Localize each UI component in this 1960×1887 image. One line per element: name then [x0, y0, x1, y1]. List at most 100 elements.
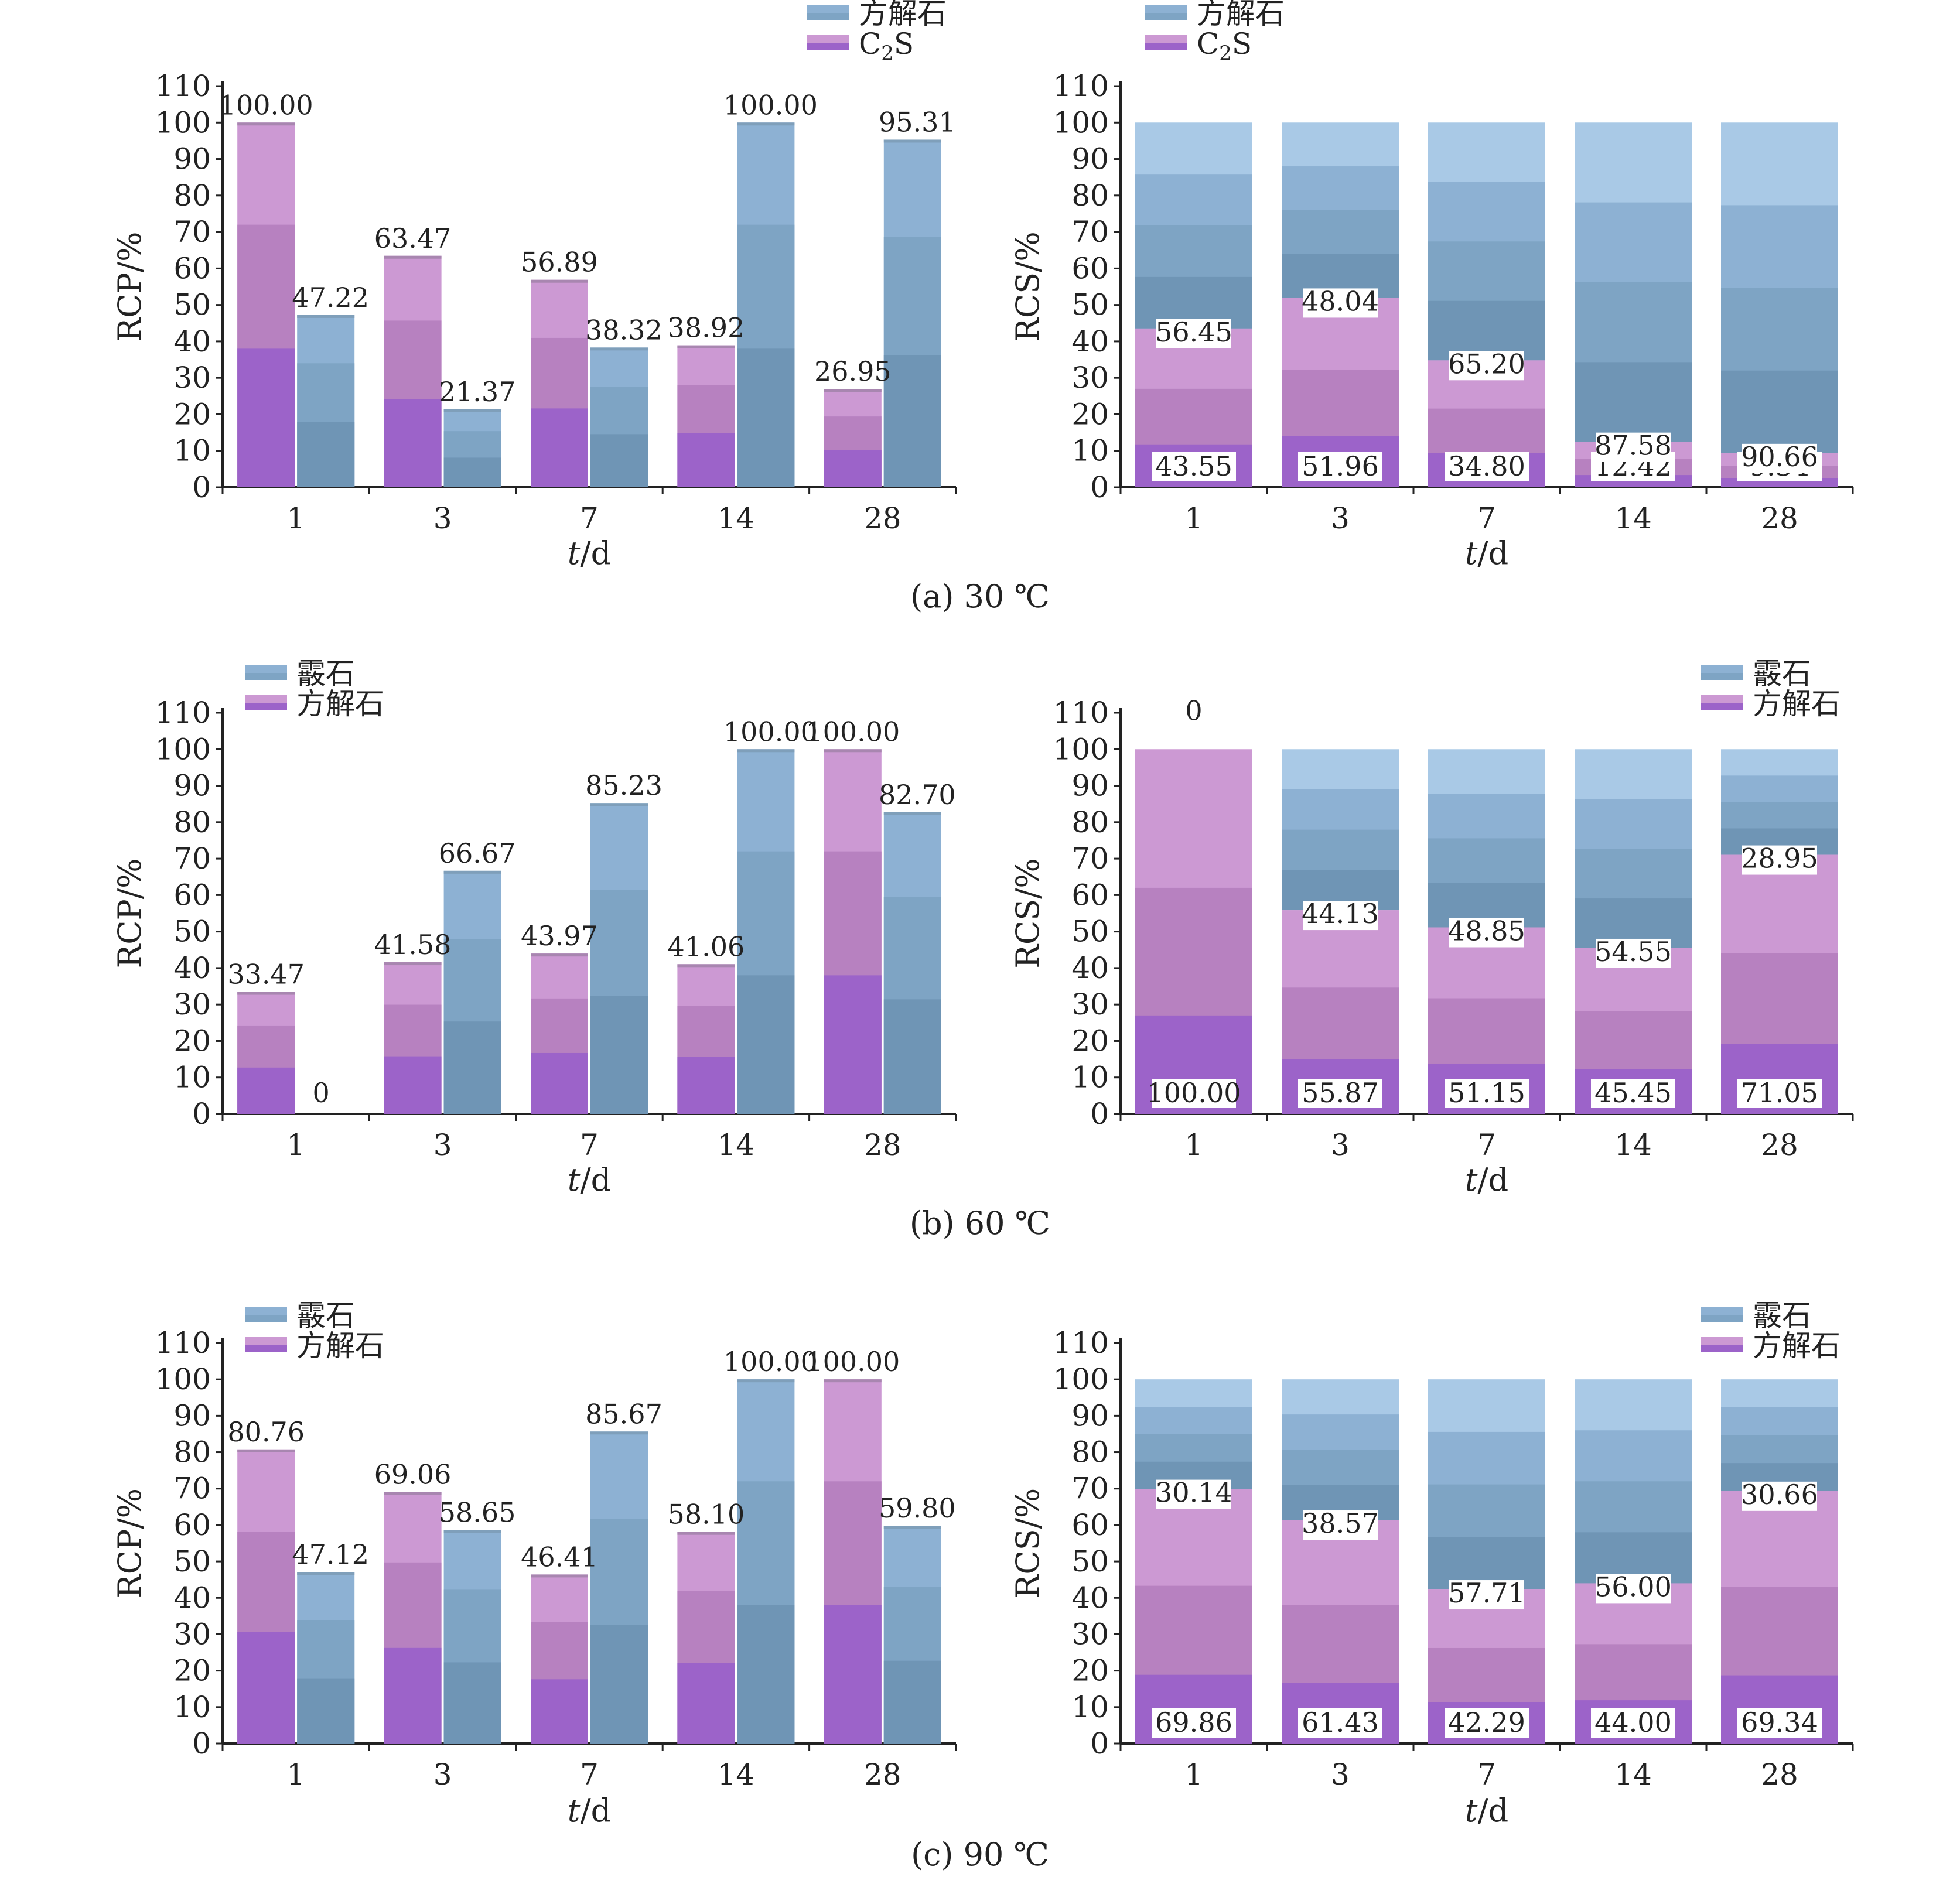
x-tick-label: 7	[580, 1128, 599, 1162]
data-label: 33.47	[227, 959, 305, 990]
y-tick-label: 40	[173, 324, 211, 358]
data-label-box	[1298, 1708, 1382, 1738]
x-tick-label: 3	[433, 1758, 452, 1792]
bar-方解石-cap	[737, 122, 795, 126]
data-label-box	[1596, 938, 1671, 968]
y-tick-label: 0	[192, 1727, 211, 1760]
x-tick-label: 3	[1331, 1128, 1350, 1162]
y-tick-label: 30	[1071, 987, 1109, 1021]
bar-方解石	[297, 314, 355, 487]
y-tick-label: 60	[1071, 1508, 1109, 1542]
y-tick-label: 10	[1071, 1061, 1109, 1095]
y-tick-label: 80	[173, 805, 211, 839]
bar-方解石	[237, 1449, 295, 1744]
data-label-box	[1737, 1708, 1822, 1738]
legend-swatch-shade	[1145, 13, 1187, 20]
bar-霰石	[590, 803, 648, 1114]
data-label: 100.00	[805, 716, 900, 747]
bar-方解石	[1135, 1489, 1252, 1744]
legend-swatch-shade	[245, 1345, 287, 1352]
y-axis-label: RCP/%	[111, 859, 148, 969]
data-label-box	[1303, 901, 1378, 931]
bar-霰石	[1282, 1379, 1399, 1520]
data-label: 48.04	[1302, 285, 1379, 317]
bar-方解石	[1428, 122, 1545, 361]
data-label-box	[1737, 1079, 1822, 1108]
bar-霰石-layer	[443, 1662, 501, 1744]
bar-C₂S-layer	[531, 408, 588, 487]
legend-swatch-shade	[807, 13, 849, 20]
y-tick-label: 30	[173, 361, 211, 395]
bar-C₂S-cap	[237, 122, 295, 126]
y-axis-label: RCS/%	[1009, 231, 1046, 341]
bar-霰石	[1721, 1379, 1838, 1491]
y-tick-label: 110	[155, 69, 211, 103]
data-label: 41.58	[374, 929, 452, 960]
bar-方解石	[237, 992, 295, 1114]
bar-霰石-cap	[590, 803, 648, 806]
data-label: 58.10	[668, 1499, 745, 1530]
y-tick-label: 0	[1090, 1727, 1109, 1760]
bar-方解石-cap	[531, 953, 588, 957]
bar-方解石	[677, 1532, 735, 1744]
data-label: 65.20	[1448, 348, 1525, 380]
data-label-box	[1449, 351, 1524, 381]
data-label: 85.67	[585, 1398, 663, 1430]
bar-霰石	[443, 1530, 501, 1744]
bar-C₂S	[677, 345, 735, 487]
data-label: 100.00	[219, 89, 313, 121]
bar-霰石	[1575, 749, 1692, 948]
bar-方解石-layer	[737, 348, 795, 487]
x-tick-label: 3	[1331, 501, 1350, 535]
y-tick-label: 90	[1071, 1399, 1109, 1433]
y-tick-label: 80	[1071, 805, 1109, 839]
bar-霰石	[883, 812, 941, 1114]
y-tick-label: 100	[155, 1362, 211, 1396]
data-label: 43.55	[1155, 450, 1232, 482]
y-tick-label: 20	[1071, 1654, 1109, 1688]
x-tick-label: 28	[1761, 1128, 1798, 1162]
data-label-box	[1303, 1510, 1378, 1540]
x-axis-label: t/d	[1465, 535, 1508, 572]
legend-swatch	[1701, 1337, 1743, 1345]
y-tick-label: 70	[173, 215, 211, 249]
data-label: 0	[313, 1077, 330, 1109]
bar-方解石-cap	[883, 139, 941, 143]
y-axis-label: RCP/%	[111, 1488, 148, 1598]
bar-霰石	[1721, 749, 1838, 855]
y-tick-label: 60	[173, 878, 211, 912]
y-tick-label: 100	[155, 732, 211, 766]
data-label: 87.58	[1594, 430, 1672, 462]
legend-label: 方解石	[296, 1329, 384, 1363]
legend-swatch-shade	[1701, 1315, 1743, 1322]
x-tick-label: 14	[718, 1758, 755, 1792]
x-tick-label: 14	[1614, 1128, 1652, 1162]
data-label: 82.70	[879, 779, 956, 811]
y-tick-label: 50	[173, 1544, 211, 1578]
legend-label: 霰石	[296, 657, 355, 690]
y-tick-label: 30	[173, 987, 211, 1021]
x-axis-label: t/d	[1465, 1161, 1508, 1198]
x-tick-label: 28	[1761, 1758, 1798, 1792]
bar-霰石	[737, 749, 795, 1114]
data-label: 69.34	[1741, 1707, 1818, 1738]
data-label-box	[1742, 1481, 1817, 1511]
bar-霰石-cap	[590, 1431, 648, 1435]
y-tick-label: 100	[1053, 732, 1109, 766]
data-label-box	[1303, 288, 1378, 318]
data-label-box	[1742, 443, 1817, 473]
bar-方解石-cap	[531, 1574, 588, 1578]
data-label: 69.06	[374, 1459, 452, 1491]
bar-霰石	[883, 1526, 941, 1744]
bar-方解石-layer	[677, 1663, 735, 1744]
bar-方解石	[824, 749, 882, 1114]
y-tick-label: 40	[1071, 951, 1109, 985]
legend-label: 方解石	[1753, 1329, 1841, 1363]
y-tick-label: 20	[173, 1654, 211, 1688]
legend-swatch	[245, 1337, 287, 1345]
bar-方解石-layer	[384, 1647, 442, 1744]
bar-方解石	[1721, 854, 1838, 1114]
bar-霰石-cap	[737, 1379, 795, 1383]
